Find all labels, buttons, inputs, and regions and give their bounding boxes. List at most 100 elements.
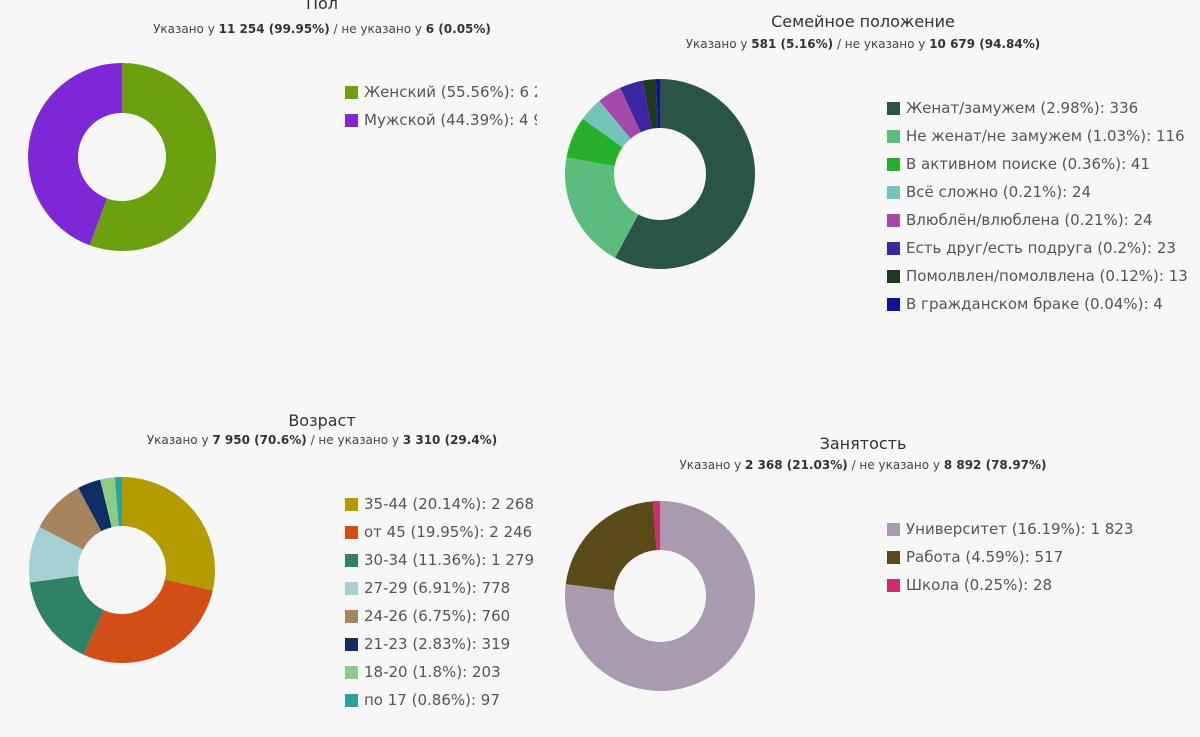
slice-marital-1[interactable] xyxy=(565,157,639,258)
legend-item-marital-2[interactable]: В активном поиске (0.36%): 41 xyxy=(887,150,1197,178)
subtitle-prefix: Указано у xyxy=(685,37,752,51)
slice-age-1[interactable] xyxy=(83,579,213,663)
legend-item-employment-2[interactable]: Школа (0.25%): 28 xyxy=(887,571,1197,599)
legend-swatch xyxy=(887,213,900,227)
legend-swatch xyxy=(345,665,358,679)
legend-swatch xyxy=(887,157,900,171)
legend-swatch xyxy=(345,693,358,707)
subtitle-unspecified: 3 310 (29.4%) xyxy=(402,433,498,447)
legend-swatch xyxy=(887,101,900,115)
slice-marital-4[interactable] xyxy=(599,87,641,139)
subtitle-specified: 581 (5.16%) xyxy=(751,37,834,51)
legend-label: 24-26 (6.75%): 760 xyxy=(364,607,511,625)
legend-item-age-5[interactable]: 21-23 (2.83%): 319 xyxy=(345,630,537,658)
subtitle-specified: 7 950 (70.6%) xyxy=(212,433,307,447)
legend-label: Мужской (44.39%): 4 99 xyxy=(364,111,537,129)
legend-item-age-0[interactable]: 35-44 (20.14%): 2 268 xyxy=(345,490,537,518)
slice-marital-6[interactable] xyxy=(642,79,659,129)
legend-item-age-3[interactable]: 27-29 (6.91%): 778 xyxy=(345,574,537,602)
slice-gender-0[interactable] xyxy=(89,63,216,251)
legend-item-marital-0[interactable]: Женат/замужем (2.98%): 336 xyxy=(887,94,1197,122)
legend-label: Влюблён/влюблена (0.21%): 24 xyxy=(906,211,1153,229)
legend-label: 21-23 (2.83%): 319 xyxy=(364,635,511,653)
slice-gender-1[interactable] xyxy=(27,63,122,246)
legend-item-marital-7[interactable]: В гражданском браке (0.04%): 4 xyxy=(887,290,1197,318)
legend-swatch xyxy=(345,85,358,99)
legend-swatch xyxy=(887,522,900,536)
slice-employment-0[interactable] xyxy=(565,501,756,691)
legend-item-employment-0[interactable]: Университет (16.19%): 1 823 xyxy=(887,515,1197,543)
slice-age-6[interactable] xyxy=(100,477,119,528)
legend-swatch xyxy=(345,525,358,539)
marital-legend: Женат/замужем (2.98%): 336 Не женат/не за… xyxy=(887,94,1197,318)
subtitle-prefix: Указано у xyxy=(153,22,219,36)
subtitle-prefix: Указано у xyxy=(679,458,746,472)
legend-swatch xyxy=(345,553,358,567)
chart-title: Возраст xyxy=(288,411,356,430)
slice-marital-0[interactable] xyxy=(615,79,755,269)
legend-label: 35-44 (20.14%): 2 268 xyxy=(364,495,535,513)
legend-item-marital-1[interactable]: Не женат/не замужем (1.03%): 116 xyxy=(887,122,1197,150)
legend-swatch xyxy=(887,578,900,592)
legend-item-gender-1[interactable]: Мужской (44.39%): 4 99 xyxy=(345,106,537,134)
legend-item-marital-3[interactable]: Всё сложно (0.21%): 24 xyxy=(887,178,1197,206)
legend-item-age-4[interactable]: 24-26 (6.75%): 760 xyxy=(345,602,537,630)
legend-item-marital-6[interactable]: Помолвлен/помолвлена (0.12%): 13 xyxy=(887,262,1197,290)
slice-age-3[interactable] xyxy=(29,526,83,583)
chart-title: Семейное положение xyxy=(771,12,955,31)
legend-item-employment-1[interactable]: Работа (4.59%): 517 xyxy=(887,543,1197,571)
legend-swatch xyxy=(345,497,358,511)
slice-employment-2[interactable] xyxy=(652,501,660,551)
legend-swatch xyxy=(887,269,900,283)
legend-swatch xyxy=(345,637,358,651)
legend-swatch xyxy=(887,185,900,199)
legend-label: Помолвлен/помолвлена (0.12%): 13 xyxy=(906,267,1188,285)
legend-swatch xyxy=(345,609,358,623)
subtitle-specified: 2 368 (21.03%) xyxy=(745,458,848,472)
legend-item-age-2[interactable]: 30-34 (11.36%): 1 279 xyxy=(345,546,537,574)
legend-label: 30-34 (11.36%): 1 279 xyxy=(364,551,535,569)
legend-label: В активном поиске (0.36%): 41 xyxy=(906,155,1151,173)
chart-subtitle: Указано у 581 (5.16%) / не указано у 10 … xyxy=(613,37,1113,51)
legend-label: Женат/замужем (2.98%): 336 xyxy=(906,99,1139,117)
subtitle-unspecified: 6 (0.05%) xyxy=(425,22,491,36)
subtitle-middle: / не указано у xyxy=(329,22,426,36)
legend-item-marital-4[interactable]: Влюблён/влюблена (0.21%): 24 xyxy=(887,206,1197,234)
chart-title: Пол xyxy=(305,0,339,13)
legend-label: Школа (0.25%): 28 xyxy=(906,576,1053,594)
legend-label: по 17 (0.86%): 97 xyxy=(364,691,500,709)
employment-legend: Университет (16.19%): 1 823 Работа (4.59%… xyxy=(887,515,1197,599)
chart-title: Занятость xyxy=(819,434,907,453)
subtitle-prefix: Указано у xyxy=(146,433,213,447)
slice-age-7[interactable] xyxy=(114,477,122,527)
slice-age-0[interactable] xyxy=(122,477,216,591)
legend-item-age-7[interactable]: по 17 (0.86%): 97 xyxy=(345,686,537,714)
slice-age-5[interactable] xyxy=(78,479,112,532)
slice-employment-1[interactable] xyxy=(565,501,657,591)
subtitle-unspecified: 8 892 (78.97%) xyxy=(943,458,1047,472)
slice-marital-2[interactable] xyxy=(566,118,623,166)
legend-item-gender-0[interactable]: Женский (55.56%): 6 25 xyxy=(345,78,537,106)
legend-swatch xyxy=(887,297,900,311)
legend-swatch xyxy=(345,581,358,595)
subtitle-middle: / не указано у xyxy=(833,37,930,51)
slice-age-4[interactable] xyxy=(39,487,102,550)
legend-swatch xyxy=(887,129,900,143)
legend-item-age-6[interactable]: 18-20 (1.8%): 203 xyxy=(345,658,537,686)
legend-item-age-1[interactable]: от 45 (19.95%): 2 246 xyxy=(345,518,537,546)
subtitle-unspecified: 10 679 (94.84%) xyxy=(929,37,1041,51)
legend-label: Женский (55.56%): 6 25 xyxy=(364,83,537,101)
chart-subtitle: Указано у 11 254 (99.95%) / не указано у… xyxy=(122,22,522,36)
slice-age-2[interactable] xyxy=(29,575,104,655)
legend-label: 18-20 (1.8%): 203 xyxy=(364,663,501,681)
legend-item-marital-5[interactable]: Есть друг/есть подруга (0.2%): 23 xyxy=(887,234,1197,262)
chart-subtitle: Указано у 7 950 (70.6%) / не указано у 3… xyxy=(122,433,522,447)
chart-subtitle: Указано у 2 368 (21.03%) / не указано у … xyxy=(613,458,1113,472)
slice-marital-5[interactable] xyxy=(620,80,652,133)
slice-marital-3[interactable] xyxy=(582,100,631,148)
slice-marital-7[interactable] xyxy=(655,79,660,129)
legend-swatch xyxy=(887,550,900,564)
